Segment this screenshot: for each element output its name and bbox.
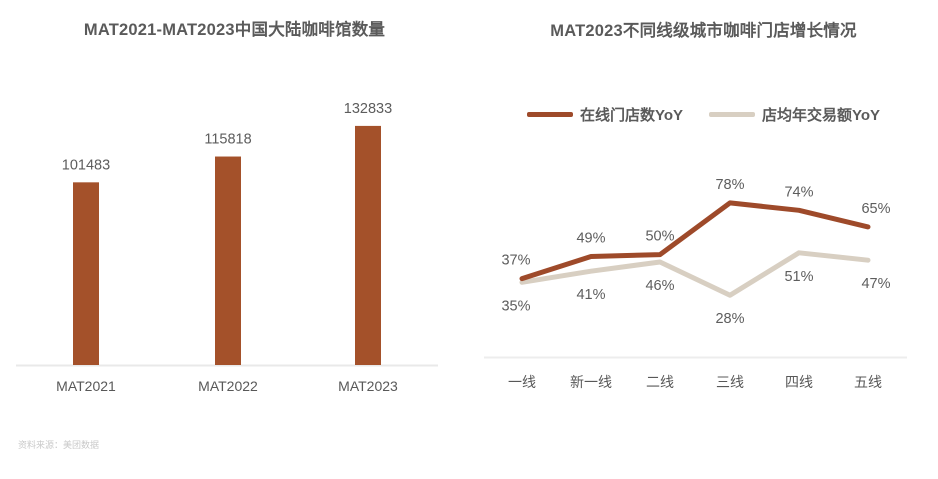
legend-item-2[interactable]: 店均年交易额YoY [709, 104, 880, 125]
line-chart-legend: 在线门店数YoY 店均年交易额YoY [469, 104, 938, 125]
bar-chart-title: MAT2021-MAT2023中国大陆咖啡馆数量 [83, 21, 386, 39]
line-value-s2-新一线: 41% [576, 287, 605, 303]
line-value-s2-四线: 51% [784, 269, 813, 285]
line-chart-panel: MAT2023不同线级城市咖啡门店增长情况 在线门店数YoY 店均年交易额YoY … [469, 0, 938, 479]
line-value-s1-三线: 78% [715, 177, 744, 193]
line-chart-svg: 37% 49% 50% 78% 74% 65% 35% 41% 46% 28% 51% 47% 一线 新… [484, 177, 907, 390]
bar-chart-value-labels: 101483 115818 132833 [62, 101, 392, 173]
bar-MAT2021 [73, 182, 99, 365]
bar-value-MAT2021: 101483 [62, 157, 110, 173]
legend-swatch-icon-2 [709, 112, 755, 117]
line-chart-title: MAT2023不同线级城市咖啡门店增长情况 [550, 22, 857, 40]
line-category-五线: 五线 [854, 374, 882, 390]
line-value-s1-五线: 65% [861, 201, 890, 217]
line-value-s2-三线: 28% [715, 311, 744, 327]
bar-chart-panel: MAT2021-MAT2023中国大陆咖啡馆数量 101483 115818 132… [16, 21, 438, 451]
legend-label-1: 在线门店数YoY [579, 107, 683, 124]
line-value-s1-一线: 37% [501, 253, 530, 269]
line-chart-series [519, 200, 871, 298]
legend-swatch-icon-1 [526, 112, 573, 117]
line-category-新一线: 新一线 [570, 374, 612, 390]
bar-chart-category-labels: MAT2021 MAT2022 MAT2023 [56, 378, 398, 394]
legend-item-1[interactable]: 在线门店数YoY [526, 104, 683, 125]
bar-chart-footnote: 资料来源：美团数据 [18, 439, 99, 451]
line-category-二线: 二线 [646, 374, 674, 390]
line-chart-category-labels: 一线 新一线 二线 三线 四线 五线 [508, 374, 882, 390]
bar-MAT2022 [215, 156, 241, 365]
line-value-s1-二线: 50% [645, 229, 674, 245]
bar-category-MAT2023: MAT2023 [338, 378, 398, 394]
line-category-四线: 四线 [785, 374, 813, 390]
bar-value-MAT2022: 115818 [204, 132, 251, 148]
bar-category-MAT2022: MAT2022 [198, 378, 258, 394]
bar-MAT2023 [355, 125, 381, 365]
bar-value-MAT2023: 132833 [344, 101, 392, 117]
line-value-s2-一线: 35% [501, 298, 530, 314]
line-series-2 [519, 250, 871, 298]
line-value-s1-四线: 74% [784, 184, 813, 200]
bar-chart-source: 资料来源：美团数据 [18, 440, 100, 450]
line-value-s2-五线: 47% [861, 276, 890, 292]
line-value-s1-新一线: 49% [576, 231, 605, 247]
line-category-一线: 一线 [508, 374, 536, 390]
bar-chart-bars [73, 125, 381, 365]
line-value-s2-二线: 46% [645, 278, 674, 294]
line-category-三线: 三线 [716, 374, 744, 390]
legend-label-2: 店均年交易额YoY [762, 107, 881, 124]
bar-chart-svg: 101483 115818 132833 MAT2021 MAT2022 MAT2023 [16, 101, 438, 394]
line-chart-value-labels: 37% 49% 50% 78% 74% 65% 35% 41% 46% 28% 51% 47% [501, 177, 890, 327]
line-series-1 [519, 200, 871, 282]
bar-category-MAT2021: MAT2021 [56, 378, 116, 394]
